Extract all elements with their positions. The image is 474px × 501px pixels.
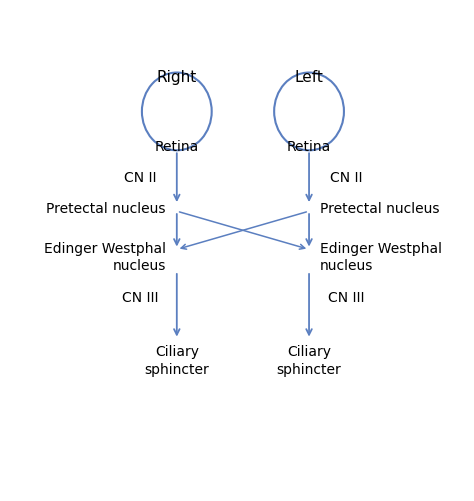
- Text: CN II: CN II: [329, 171, 362, 185]
- Text: CN II: CN II: [124, 171, 156, 185]
- Text: Left: Left: [295, 70, 323, 85]
- Text: Edinger Westphal
nucleus: Edinger Westphal nucleus: [320, 241, 442, 273]
- Text: Ciliary
sphincter: Ciliary sphincter: [145, 345, 209, 376]
- Text: CN III: CN III: [328, 291, 364, 304]
- Text: Ciliary
sphincter: Ciliary sphincter: [277, 345, 341, 376]
- Text: Pretectal nucleus: Pretectal nucleus: [46, 202, 166, 215]
- Text: Edinger Westphal
nucleus: Edinger Westphal nucleus: [44, 241, 166, 273]
- Text: CN III: CN III: [122, 291, 158, 304]
- Text: Retina: Retina: [287, 140, 331, 154]
- Text: Right: Right: [157, 70, 197, 85]
- Text: Retina: Retina: [155, 140, 199, 154]
- Text: Pretectal nucleus: Pretectal nucleus: [320, 202, 439, 215]
